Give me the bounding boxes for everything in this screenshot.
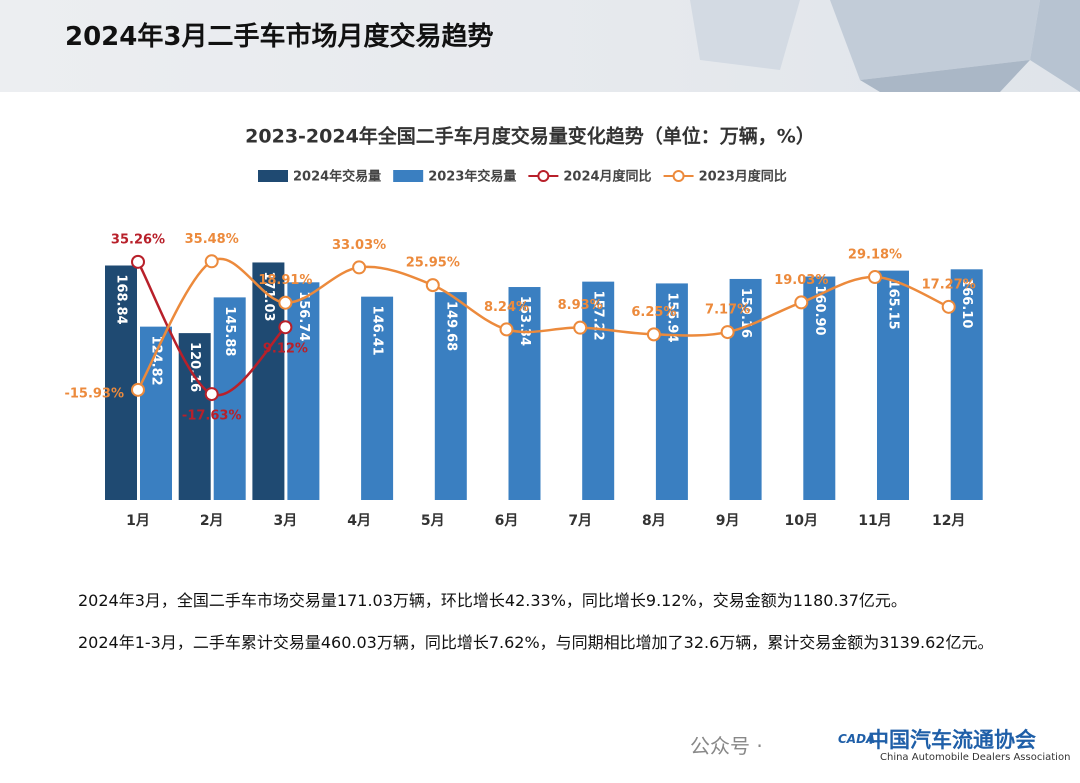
line-point: [941, 299, 956, 314]
bar: [105, 265, 137, 500]
bar-value-label: 149.68: [443, 301, 458, 351]
x-tick-label: 1月: [126, 513, 150, 529]
x-tick-label: 4月: [347, 513, 371, 529]
x-tick-label: 6月: [495, 513, 519, 529]
line-point: [573, 320, 588, 335]
bar-value-label: 124.82: [149, 336, 164, 386]
line-point: [868, 270, 882, 285]
line-point: [131, 254, 145, 269]
legend-swatch: [393, 170, 424, 182]
bar-value-label: 155.94: [664, 292, 679, 342]
line-value-label: 35.48%: [185, 232, 239, 247]
line-point: [425, 278, 440, 293]
bar-value-label: 145.88: [222, 306, 237, 356]
bar: [803, 276, 836, 500]
bar: [655, 283, 688, 500]
line-point: [499, 322, 514, 337]
line-point: [131, 382, 145, 397]
x-tick-label: 8月: [642, 513, 666, 529]
bar: [877, 270, 909, 500]
x-tick-label: 12月: [932, 513, 965, 529]
bar: [213, 297, 246, 500]
legend-label: 2024月度同比: [563, 169, 651, 185]
paragraph: 2024年3月，全国二手车市场交易量171.03万辆，环比增长42.33%，同比…: [78, 591, 907, 610]
x-tick-label: 5月: [421, 513, 445, 529]
line-value-label: 7.17%: [705, 303, 750, 318]
x-tick-label: 11月: [858, 513, 891, 529]
chart: 2023-2024年全国二手车月度交易量变化趋势（单位：万辆，%） 2024年交…: [64, 125, 983, 529]
line-point: [204, 387, 219, 402]
bar-value-label: 160.90: [812, 285, 827, 335]
line-value-label: 25.95%: [406, 256, 460, 271]
line-value-label: 29.18%: [848, 248, 902, 263]
bar: [950, 269, 983, 500]
bar-value-label: 168.84: [114, 274, 129, 324]
bar-value-label: 120.16: [187, 342, 202, 392]
line-point: [352, 260, 367, 275]
header: 2024年3月二手车市场月度交易趋势: [0, 0, 1080, 92]
line-point: [646, 327, 661, 342]
page-title: 2024年3月二手车市场月度交易趋势: [65, 22, 494, 52]
wechat-label: 公众号 ·: [690, 734, 763, 758]
bar: [361, 296, 394, 500]
line-value-label: 33.03%: [332, 238, 386, 253]
header-decoration: [690, 0, 1080, 92]
x-tick-label: 2月: [200, 513, 224, 529]
legend-swatch: [258, 170, 288, 182]
bar-value-label: 153.34: [517, 296, 532, 346]
x-tick-label: 3月: [274, 513, 298, 529]
logo-abbr: CADA: [838, 732, 876, 746]
bar: [508, 287, 541, 500]
line-value-label: 17.27%: [922, 277, 976, 292]
legend-label: 2024年交易量: [293, 169, 381, 185]
line-point: [720, 325, 735, 340]
x-tick-label: 10月: [785, 513, 818, 529]
bar: [434, 292, 467, 500]
line-value-label: 6.25%: [631, 305, 676, 320]
bar-value-label: 156.74: [296, 291, 311, 341]
legend-label: 2023年交易量: [428, 169, 516, 185]
line-value-label: -15.93%: [64, 386, 124, 401]
line-value-label: 9.12%: [263, 342, 308, 357]
bar: [287, 282, 320, 500]
line-value-label: 35.26%: [111, 232, 165, 247]
line-value-label: 19.03%: [774, 273, 828, 288]
bar: [582, 281, 615, 500]
paragraph: 2024年1-3月，二手车累计交易量460.03万辆，同比增长7.62%，与同期…: [78, 633, 994, 652]
line-value-label: 8.24%: [484, 300, 529, 315]
line-point: [204, 254, 219, 269]
bar-value-label: 165.15: [886, 280, 901, 330]
legend-swatch: [672, 170, 685, 182]
bar-value-label: 146.41: [370, 306, 385, 356]
logo-en: China Automobile Dealers Association: [880, 752, 1071, 763]
legend-swatch: [537, 170, 550, 182]
chart-title: 2023-2024年全国二手车月度交易量变化趋势（单位：万辆，%）: [245, 125, 815, 148]
logo-cn: 中国汽车流通协会: [868, 728, 1036, 752]
line-point: [794, 295, 809, 310]
line-value-label: -17.63%: [182, 409, 242, 424]
bar: [729, 278, 762, 500]
legend-label: 2023月度同比: [699, 169, 787, 185]
line-value-label: 8.93%: [558, 298, 603, 313]
bar: [140, 326, 172, 500]
x-tick-label: 9月: [716, 513, 740, 529]
line-value-label: 18.91%: [258, 273, 312, 288]
line-point: [278, 320, 293, 335]
x-tick-label: 7月: [568, 513, 592, 529]
line-point: [278, 295, 293, 310]
bar-value-label: 166.10: [959, 278, 974, 328]
